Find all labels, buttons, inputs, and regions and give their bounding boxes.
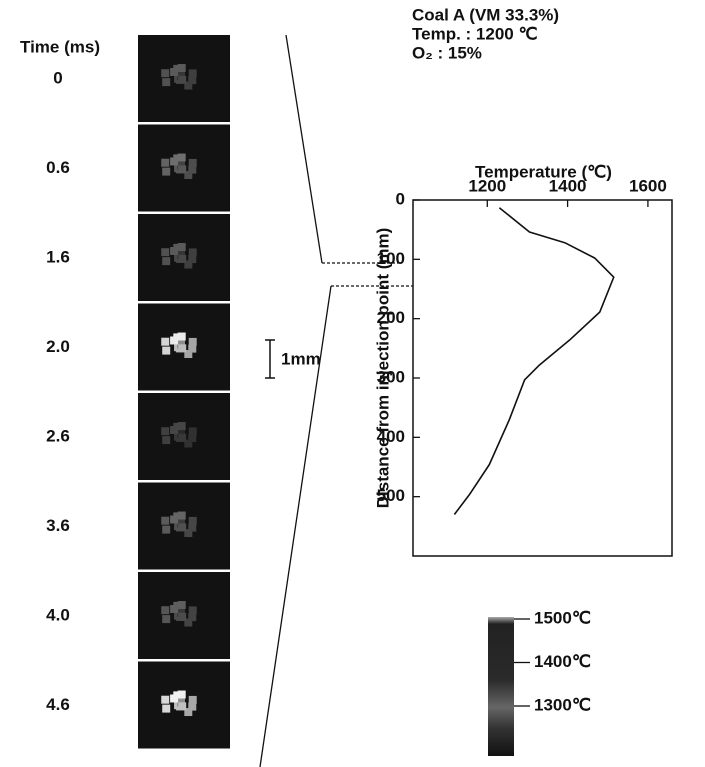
y-axis-label: Distance from injection point (mm): [373, 228, 392, 509]
frame-pixel: [177, 64, 186, 73]
frame-pixel: [161, 69, 170, 78]
frame-pixel: [162, 704, 171, 713]
frame-pixel: [188, 158, 197, 167]
frame-pixel: [184, 618, 193, 627]
color-bar: [488, 617, 514, 756]
frame-pixel: [184, 350, 193, 359]
header-line: Coal A (VM 33.3%): [412, 5, 559, 24]
header-line: O₂ : 15%: [412, 43, 482, 62]
frame-pixel: [162, 167, 171, 176]
frame-pixel: [161, 337, 170, 346]
x-tick-label: 1600: [629, 176, 667, 195]
y-tick-label: 200: [377, 308, 405, 327]
frame-pixel: [178, 523, 187, 532]
frame-pixel: [188, 702, 197, 711]
time-value: 3.6: [46, 516, 70, 535]
time-value: 4.0: [46, 605, 70, 624]
y-tick-label: 300: [377, 367, 405, 386]
frame-pixel: [161, 427, 170, 436]
frame-pixel: [184, 81, 193, 90]
frame-pixel: [178, 702, 187, 711]
frame-pixel: [188, 434, 197, 443]
frame-pixel: [188, 523, 197, 532]
frame-pixel: [170, 157, 179, 166]
frame-pixel: [178, 344, 187, 353]
y-tick-label: 400: [377, 427, 405, 446]
frame-pixel: [170, 336, 179, 345]
frame-pixel: [177, 690, 186, 699]
scale-bar-label: 1mm: [281, 349, 321, 368]
frame-pixel: [162, 257, 171, 266]
y-tick-label: 0: [396, 189, 405, 208]
frame-pixel: [170, 515, 179, 524]
header-line: Temp. : 1200 ℃: [412, 24, 538, 43]
x-tick-label: 1400: [549, 176, 587, 195]
frame-pixel: [188, 248, 197, 257]
frame-pixel: [188, 606, 197, 615]
frame-pixel: [162, 346, 171, 355]
frame-pixel: [178, 433, 187, 442]
frame-pixel: [161, 516, 170, 525]
plot-frame: [412, 199, 673, 557]
frame-pixel: [162, 436, 171, 445]
frame-pixel: [170, 425, 179, 434]
frame-pixel: [162, 78, 171, 87]
frame-pixel: [178, 254, 187, 263]
color-bar-label: 1400℃: [534, 652, 591, 671]
frame-pixel: [184, 708, 193, 717]
y-tick-label: 500: [377, 486, 405, 505]
frame-pixel: [188, 69, 197, 78]
frame-pixel: [161, 606, 170, 615]
frame-pixel: [184, 171, 193, 180]
x-axis-label: Temperature (℃): [475, 162, 612, 181]
frame-pixel: [177, 601, 186, 610]
frame-pixel: [188, 165, 197, 174]
frame-pixel: [188, 695, 197, 704]
frame-pixel: [177, 511, 186, 520]
frame-pixel: [177, 243, 186, 252]
time-value: 0: [53, 68, 62, 87]
frame-pixel: [170, 246, 179, 255]
frame-pixel: [188, 255, 197, 264]
frame-pixel: [177, 422, 186, 431]
frame-pixel: [188, 427, 197, 436]
frame-pixel: [170, 694, 179, 703]
frame-pixel: [177, 153, 186, 162]
time-value: 0.6: [46, 158, 70, 177]
frame-pixel: [188, 76, 197, 85]
frame-pixel: [188, 337, 197, 346]
temperature-curve: [453, 207, 615, 515]
color-bar-label: 1300℃: [534, 695, 591, 714]
frame-pixel: [178, 165, 187, 174]
time-value: 2.6: [46, 426, 70, 445]
frame-pixel: [161, 248, 170, 257]
frame-pixel: [161, 158, 170, 167]
frame-pixel: [170, 67, 179, 76]
zoom-line: [285, 34, 323, 264]
time-value: 4.6: [46, 695, 70, 714]
frame-pixel: [161, 695, 170, 704]
y-tick-label: 100: [377, 249, 405, 268]
time-value: 1.6: [46, 247, 70, 266]
x-tick-label: 1200: [468, 176, 506, 195]
frame-pixel: [184, 439, 193, 448]
frame-pixel: [184, 529, 193, 538]
frame-pixel: [162, 615, 171, 624]
frame-pixel: [188, 516, 197, 525]
time-label: Time (ms): [20, 37, 100, 56]
frame-pixel: [178, 75, 187, 84]
color-bar-label: 1500℃: [534, 608, 591, 627]
time-value: 2.0: [46, 337, 70, 356]
frame-pixel: [162, 525, 171, 534]
frame-pixel: [177, 332, 186, 341]
frame-pixel: [188, 613, 197, 622]
frame-pixel: [170, 604, 179, 613]
frame-pixel: [188, 344, 197, 353]
zoom-line: [259, 285, 332, 767]
frame-pixel: [184, 260, 193, 269]
frame-pixel: [178, 612, 187, 621]
